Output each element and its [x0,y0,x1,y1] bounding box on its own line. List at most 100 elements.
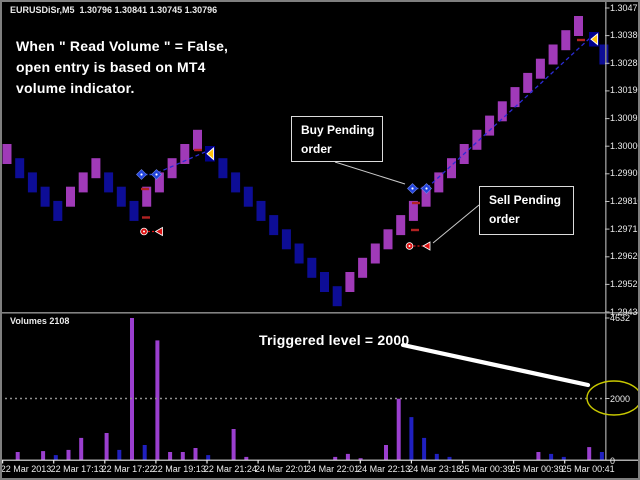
renko-brick [307,257,317,278]
renko-brick [358,257,368,278]
position-marker-arrow [590,33,598,46]
buy-pending-label-line-1: Buy Pending [301,123,375,137]
volume-bar [231,429,236,460]
time-tick [410,460,412,464]
time-axis-label: 22 Mar 17:13 [50,464,104,474]
time-axis-label: 22 Mar 19:13 [152,464,206,474]
volume-bar [549,453,554,460]
time-axis-label: 22 Mar 17:22 [101,464,155,474]
volume-bar [104,433,109,460]
renko-brick [510,87,520,108]
time-axis-label: 24 Mar 23:18 [408,464,462,474]
renko-brick [193,129,202,150]
time-axis-label: 24 Mar 22:01 [254,464,309,474]
volume-bar [434,453,439,460]
volume-bar [396,398,401,460]
renko-brick [408,200,418,221]
renko-brick [243,186,253,207]
chart-symbol-ohlc-title: EURUSDiSr,M5 1.30796 1.30841 1.30745 1.3… [10,5,218,15]
volume-bar [79,437,84,460]
price-tick [605,118,610,120]
price-axis-label: 1.30380 [610,30,640,41]
time-tick [104,460,106,464]
time-tick [206,460,208,464]
renko-brick [53,200,63,221]
time-axis-line [2,459,638,461]
annotation-pointer-line [334,161,406,185]
renko-brick [66,186,75,207]
volume-bar [180,452,185,460]
renko-brick [497,101,507,122]
sell-pending-marker-dot [408,245,411,247]
volume-bar [41,451,46,460]
renko-brick [154,172,164,193]
price-axis-label: 1.30095 [610,113,640,124]
volume-bar [599,452,604,460]
price-tick [605,90,610,92]
time-axis-label: 25 Mar 00:39 [459,464,513,474]
renko-brick [116,186,126,207]
renko-brick [434,172,444,193]
price-tick [605,145,610,147]
volume-bar [155,340,160,460]
price-tick [605,201,610,202]
buy-pending-label-box[interactable]: Buy Pending order [291,116,383,162]
annotation-pointer-line [432,204,480,244]
renko-brick [383,229,393,250]
volume-axis-2000-label: 2000 [610,393,631,404]
renko-brick [104,172,114,193]
buy-pending-label-line-2: order [301,142,332,156]
price-axis-label: 1.30475 [610,2,640,13]
renko-brick [345,272,355,292]
renko-brick [15,158,25,179]
volume-bar [244,456,249,460]
sell-pending-arrow [154,226,163,237]
sell-pending-label-box[interactable]: Sell Pending order [479,186,574,235]
time-tick [564,460,566,464]
trendline [426,37,591,189]
renko-brick [574,16,583,36]
time-axis-label: 25 Mar 00:41 [561,464,615,474]
order-price-dash [412,201,420,205]
price-tick [605,35,610,37]
price-axis-label: 1.29620 [610,251,640,262]
renko-brick [91,158,101,179]
pane-separator [2,312,638,314]
renko-brick [180,144,190,164]
volume-tick [605,317,610,319]
price-axis-label: 1.30000 [610,140,640,151]
volume-bar [422,437,427,460]
triggered-arrow [400,342,591,388]
price-axis-label: 1.29715 [610,223,640,234]
note-annotation[interactable]: When " Read Volume " = False, open entry… [16,36,228,99]
order-price-dash [141,187,149,191]
renko-brick [472,129,482,150]
volume-bar [193,448,198,460]
volume-bar [130,318,134,460]
time-axis-label: 24 Mar 22:13 [357,464,411,474]
volume-bar [536,452,541,460]
volume-indicator-label: Volumes 2108 [10,316,70,326]
time-tick [53,460,55,464]
renko-brick [320,272,329,292]
buy-pending-marker-dot [425,187,428,190]
price-axis-label: 1.29810 [610,195,640,206]
sell-pending-label-line-2: order [489,212,520,226]
volume-bar [53,455,58,460]
renko-brick [269,215,279,236]
time-tick [308,460,310,464]
volume-bar [409,417,414,460]
time-tick [359,460,361,464]
volume-bar [142,445,147,460]
renko-brick [599,44,609,65]
price-scale-line [605,2,607,460]
sell-pending-marker-dot [143,230,145,233]
volume-bar [168,452,173,460]
price-axis-label: 1.30285 [610,57,640,68]
renko-brick [27,172,37,193]
triggered-level-label[interactable]: Triggered level = 2000 [259,332,410,348]
renko-brick [40,186,50,207]
volume-bar [206,455,211,460]
